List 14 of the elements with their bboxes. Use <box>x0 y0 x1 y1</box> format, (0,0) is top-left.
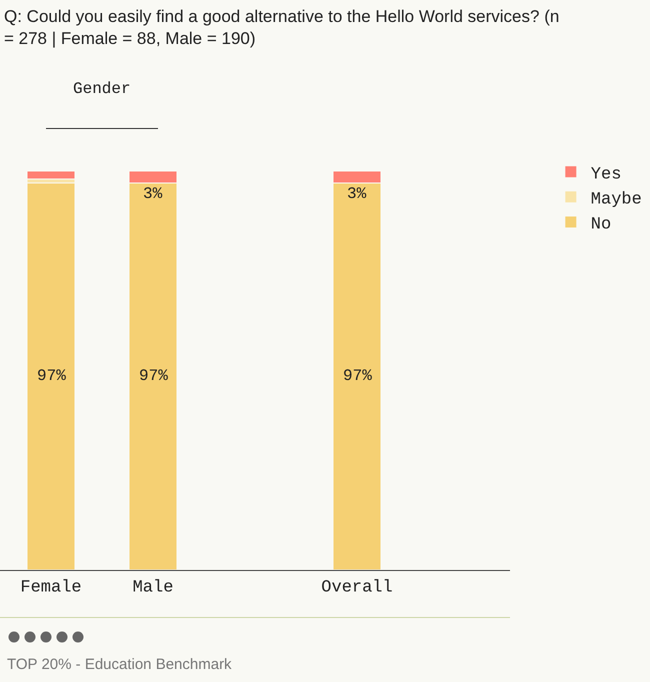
text: Gender <box>73 80 131 98</box>
data-label: 3% <box>347 185 367 203</box>
data-label: 97% <box>343 367 372 385</box>
x-tick-label: Male <box>132 578 174 598</box>
legend-label: Maybe <box>590 190 642 210</box>
data-label: 97% <box>139 367 168 385</box>
x-tick-label: Female <box>20 578 82 598</box>
data-label: 3% <box>143 185 163 203</box>
chart-title: Q: Could you easily find a good alternative to the Hello World services? (n = 278 | Female = 88, Male = 190) <box>4 6 560 50</box>
data-label: 97% <box>37 367 66 385</box>
legend-label: Yes <box>590 165 622 184</box>
x-tick-label: Overall <box>321 578 393 598</box>
legend-label: No <box>590 216 612 235</box>
text: TOP 20% - Education Benchmark <box>7 656 232 673</box>
